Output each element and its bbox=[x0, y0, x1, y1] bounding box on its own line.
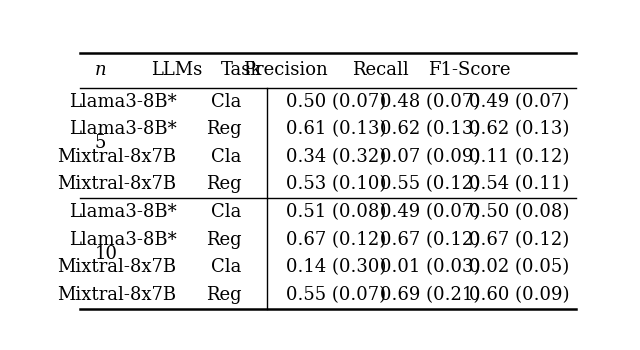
Text: 0.48 (0.07): 0.48 (0.07) bbox=[380, 93, 481, 111]
Text: Task: Task bbox=[221, 61, 262, 79]
Text: 0.14 (0.30): 0.14 (0.30) bbox=[286, 258, 386, 276]
Text: 0.67 (0.12): 0.67 (0.12) bbox=[286, 231, 386, 249]
Text: 0.62 (0.13): 0.62 (0.13) bbox=[469, 120, 570, 138]
Text: 0.11 (0.12): 0.11 (0.12) bbox=[469, 148, 570, 166]
Text: 0.54 (0.11): 0.54 (0.11) bbox=[469, 175, 570, 194]
Text: Cla: Cla bbox=[211, 148, 241, 166]
Text: Recall: Recall bbox=[352, 61, 408, 79]
Text: Precision: Precision bbox=[243, 61, 328, 79]
Text: 0.01 (0.03): 0.01 (0.03) bbox=[380, 258, 481, 276]
Text: 0.55 (0.12): 0.55 (0.12) bbox=[380, 175, 480, 194]
Text: Reg: Reg bbox=[205, 286, 241, 304]
Text: 0.55 (0.07): 0.55 (0.07) bbox=[286, 286, 386, 304]
Text: 0.67 (0.12): 0.67 (0.12) bbox=[469, 231, 570, 249]
Text: F1-Score: F1-Score bbox=[428, 61, 511, 79]
Text: 0.69 (0.21): 0.69 (0.21) bbox=[380, 286, 481, 304]
Text: Llama3-8B*: Llama3-8B* bbox=[69, 120, 177, 138]
Text: 0.50 (0.08): 0.50 (0.08) bbox=[469, 203, 570, 221]
Text: Reg: Reg bbox=[205, 231, 241, 249]
Text: Cla: Cla bbox=[211, 93, 241, 111]
Text: 0.50 (0.07): 0.50 (0.07) bbox=[286, 93, 386, 111]
Text: Reg: Reg bbox=[205, 120, 241, 138]
Text: Mixtral-8x7B: Mixtral-8x7B bbox=[58, 148, 177, 166]
Text: 0.61 (0.13): 0.61 (0.13) bbox=[286, 120, 387, 138]
Text: Llama3-8B*: Llama3-8B* bbox=[69, 93, 177, 111]
Text: Mixtral-8x7B: Mixtral-8x7B bbox=[58, 258, 177, 276]
Text: 0.49 (0.07): 0.49 (0.07) bbox=[469, 93, 570, 111]
Text: Cla: Cla bbox=[211, 258, 241, 276]
Text: 0.51 (0.08): 0.51 (0.08) bbox=[286, 203, 386, 221]
Text: Reg: Reg bbox=[205, 175, 241, 194]
Text: 0.02 (0.05): 0.02 (0.05) bbox=[469, 258, 570, 276]
Text: Llama3-8B*: Llama3-8B* bbox=[69, 203, 177, 221]
Text: Llama3-8B*: Llama3-8B* bbox=[69, 231, 177, 249]
Text: 0.60 (0.09): 0.60 (0.09) bbox=[469, 286, 570, 304]
Text: 0.49 (0.07): 0.49 (0.07) bbox=[380, 203, 481, 221]
Text: LLMs: LLMs bbox=[151, 61, 202, 79]
Text: 0.53 (0.10): 0.53 (0.10) bbox=[286, 175, 386, 194]
Text: Mixtral-8x7B: Mixtral-8x7B bbox=[58, 175, 177, 194]
Text: Cla: Cla bbox=[211, 203, 241, 221]
Text: 0.34 (0.32): 0.34 (0.32) bbox=[286, 148, 386, 166]
Text: 0.67 (0.12): 0.67 (0.12) bbox=[380, 231, 481, 249]
Text: 5: 5 bbox=[95, 134, 106, 152]
Text: 0.62 (0.13): 0.62 (0.13) bbox=[380, 120, 481, 138]
Text: 10: 10 bbox=[95, 245, 118, 262]
Text: n: n bbox=[95, 61, 106, 79]
Text: 0.07 (0.09): 0.07 (0.09) bbox=[380, 148, 481, 166]
Text: Mixtral-8x7B: Mixtral-8x7B bbox=[58, 286, 177, 304]
